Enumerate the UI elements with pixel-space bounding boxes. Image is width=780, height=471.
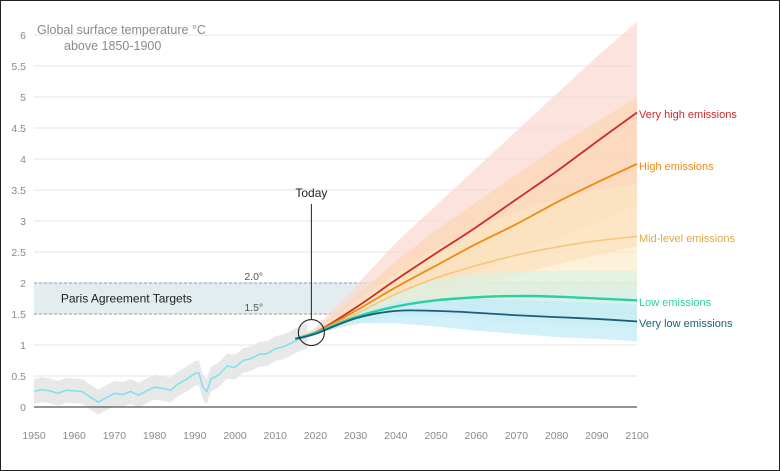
x-tick-label: 2080 [545, 430, 569, 442]
x-tick-label: 2030 [344, 430, 368, 442]
series-line [295, 309, 638, 340]
x-tick-label: 2060 [465, 430, 489, 442]
series-label: Very low emissions [639, 318, 733, 330]
y-tick-label: 5 [20, 92, 26, 104]
chart-title-line: Global surface temperature °C [37, 23, 206, 37]
series-label: High emissions [639, 161, 714, 173]
historical-range-band [34, 323, 308, 415]
y-tick-label: 6 [20, 30, 26, 42]
series-line [294, 294, 638, 340]
x-tick-label: 1980 [143, 430, 167, 442]
paris-lower-label: 1.5° [244, 302, 263, 314]
chart-title-line: above 1850-1900 [64, 39, 161, 53]
y-tick-label: 3.5 [11, 185, 26, 197]
y-tick-label: 5.5 [11, 61, 26, 73]
y-tick-label: 1 [20, 340, 26, 352]
paris-agreement-label: Paris Agreement Targets [61, 292, 192, 306]
x-tick-label: 2000 [223, 430, 247, 442]
x-tick-label: 1990 [183, 430, 207, 442]
y-tick-label: 4 [20, 154, 26, 166]
x-tick-label: 2070 [505, 430, 529, 442]
x-tick-label: 1960 [63, 430, 87, 442]
series-range-band [295, 21, 637, 339]
series-line [295, 163, 638, 340]
y-tick-label: 0.5 [11, 371, 26, 383]
y-tick-label: 1.5 [11, 309, 26, 321]
x-tick-label: 1950 [22, 430, 46, 442]
x-tick-label: 1970 [103, 430, 127, 442]
today-marker-circle [297, 319, 325, 347]
today-label: Today [295, 186, 327, 200]
series-label: Low emissions [639, 297, 712, 309]
y-tick-label: 0 [20, 402, 26, 414]
y-tick-label: 2.5 [11, 247, 26, 259]
y-tick-label: 3 [20, 216, 26, 228]
series-label: Very high emissions [639, 109, 737, 121]
x-tick-label: 2100 [625, 430, 649, 442]
x-tick-label: 2050 [424, 430, 448, 442]
x-tick-label: 2040 [384, 430, 408, 442]
x-tick-label: 2090 [585, 430, 609, 442]
y-tick-label: 4.5 [11, 123, 26, 135]
series-line [295, 111, 638, 340]
x-tick-label: 2020 [304, 430, 328, 442]
paris-upper-label: 2.0° [244, 271, 263, 283]
y-tick-label: 2 [20, 278, 26, 290]
x-tick-label: 2010 [264, 430, 288, 442]
series-label: Mid-level emissions [639, 233, 735, 245]
series-range-band [295, 97, 637, 339]
historical-line [33, 335, 308, 403]
